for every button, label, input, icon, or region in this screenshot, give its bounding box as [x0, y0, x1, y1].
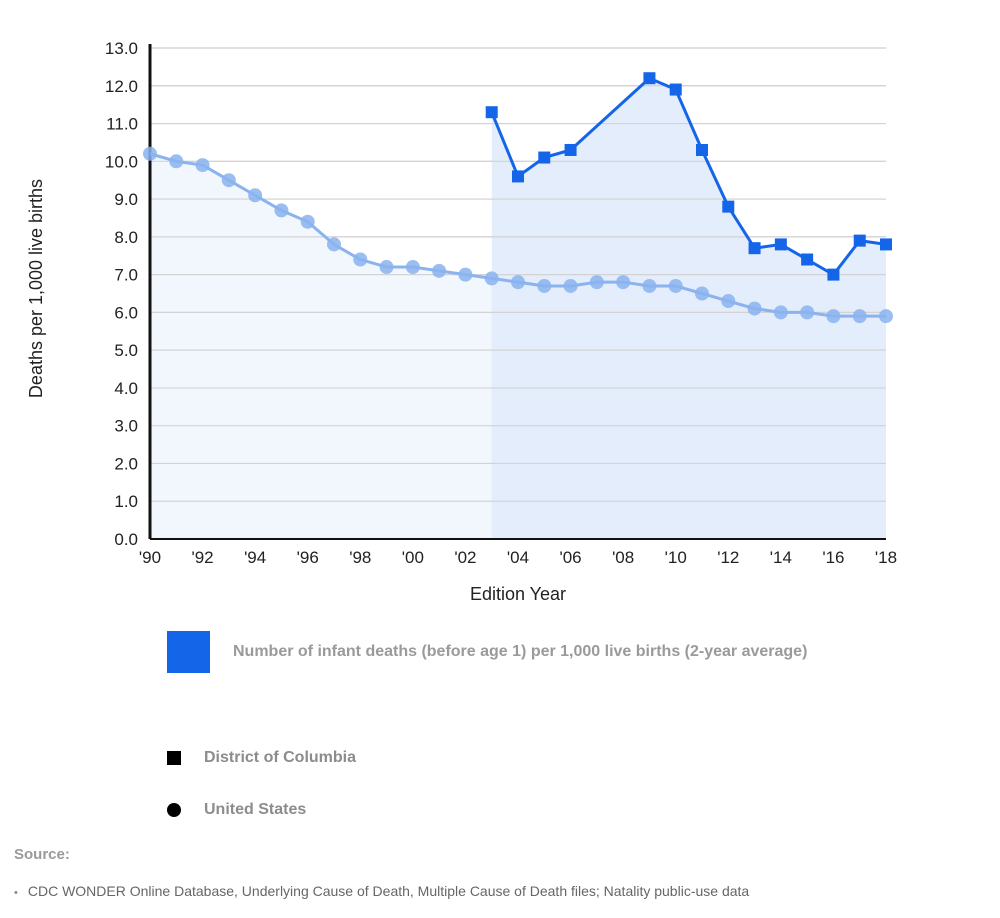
point-united-states [169, 154, 184, 169]
point-united-states [800, 305, 815, 320]
y-axis-title: Deaths per 1,000 live births [26, 179, 46, 398]
point-district-of-columbia [669, 83, 682, 96]
x-tick-label: '90 [139, 548, 161, 567]
point-united-states [300, 214, 315, 229]
measure-legend: Number of infant deaths (before age 1) p… [167, 631, 807, 673]
point-district-of-columbia [538, 151, 551, 164]
x-tick-label: '96 [297, 548, 319, 567]
point-united-states [484, 271, 499, 286]
y-tick-label: 1.0 [114, 492, 138, 511]
point-united-states [852, 309, 867, 324]
source-list: CDC WONDER Online Database, Underlying C… [14, 883, 749, 899]
x-tick-label: '12 [717, 548, 739, 567]
point-united-states [221, 173, 236, 188]
point-united-states [747, 301, 762, 316]
point-united-states [642, 278, 657, 293]
measure-legend-label: Number of infant deaths (before age 1) p… [233, 643, 808, 660]
point-united-states [721, 294, 736, 309]
y-tick-label: 6.0 [114, 303, 138, 322]
legend-key-label: District of Columbia [204, 749, 357, 766]
circle-marker-icon [167, 803, 181, 817]
point-united-states [458, 267, 473, 282]
point-united-states [379, 260, 394, 275]
source-item: CDC WONDER Online Database, Underlying C… [14, 883, 749, 899]
legend-key-united-states[interactable]: United States [167, 801, 306, 819]
point-united-states [563, 278, 578, 293]
x-tick-label: '06 [559, 548, 581, 567]
point-united-states [511, 275, 525, 290]
point-united-states [143, 146, 157, 161]
point-district-of-columbia [853, 234, 866, 247]
point-united-states [195, 158, 210, 173]
point-district-of-columbia [748, 242, 761, 255]
y-tick-label: 7.0 [114, 266, 138, 285]
x-tick-label: '10 [665, 548, 687, 567]
y-tick-label: 5.0 [114, 341, 138, 360]
x-tick-label: '18 [875, 548, 897, 567]
point-united-states [327, 237, 341, 252]
x-tick-label: '14 [770, 548, 792, 567]
y-tick-label: 4.0 [114, 379, 138, 398]
point-district-of-columbia [880, 238, 892, 251]
x-tick-label: '00 [402, 548, 424, 567]
x-tick-label: '02 [454, 548, 476, 567]
point-united-states [274, 203, 289, 218]
point-district-of-columbia [774, 238, 787, 251]
point-district-of-columbia [564, 143, 577, 156]
x-tick-label: '08 [612, 548, 634, 567]
point-united-states [248, 188, 263, 203]
y-tick-label: 3.0 [114, 417, 138, 436]
point-district-of-columbia [827, 268, 840, 281]
area-fill-district-of-columbia [491, 78, 886, 539]
measure-legend-swatch [167, 631, 210, 673]
y-tick-label: 10.0 [105, 152, 138, 171]
y-tick-label: 12.0 [105, 77, 138, 96]
x-tick-label: '98 [349, 548, 371, 567]
point-united-states [616, 275, 631, 290]
point-united-states [537, 278, 552, 293]
y-tick-label: 11.0 [106, 115, 138, 134]
y-tick-label: 9.0 [114, 190, 138, 209]
legend-key-label: United States [204, 801, 307, 818]
point-united-states [589, 275, 604, 290]
infant-mortality-chart: 0.0 1.0 2.0 3.0 4.0 5.0 6.0 7.0 8.0 9.0 10.0 11.0 12… [26, 39, 897, 604]
point-district-of-columbia [512, 170, 524, 183]
x-tick-label: '92 [191, 548, 213, 567]
point-district-of-columbia [485, 106, 498, 119]
point-united-states [668, 278, 683, 293]
x-tick-label: '04 [507, 548, 529, 567]
point-united-states [405, 260, 420, 275]
point-united-states [879, 309, 893, 324]
y-tick-label: 0.0 [114, 530, 138, 549]
y-tick-label: 13.0 [105, 39, 138, 58]
point-united-states [353, 252, 368, 267]
x-tick-label: '94 [244, 548, 266, 567]
y-tick-label: 8.0 [114, 228, 138, 247]
point-united-states [773, 305, 788, 320]
point-district-of-columbia [801, 253, 814, 266]
point-united-states [432, 263, 447, 278]
legend-key-district-of-columbia[interactable]: District of Columbia [167, 749, 356, 767]
x-tick-label: '16 [822, 548, 844, 567]
point-district-of-columbia [722, 200, 735, 213]
x-axis-title: Edition Year [470, 584, 566, 604]
source-title: Source: [14, 846, 70, 863]
square-marker-icon [167, 751, 181, 765]
point-district-of-columbia [696, 143, 708, 156]
y-tick-label: 2.0 [114, 454, 138, 473]
point-district-of-columbia [643, 72, 656, 85]
point-united-states [826, 309, 841, 324]
point-united-states [695, 286, 709, 301]
